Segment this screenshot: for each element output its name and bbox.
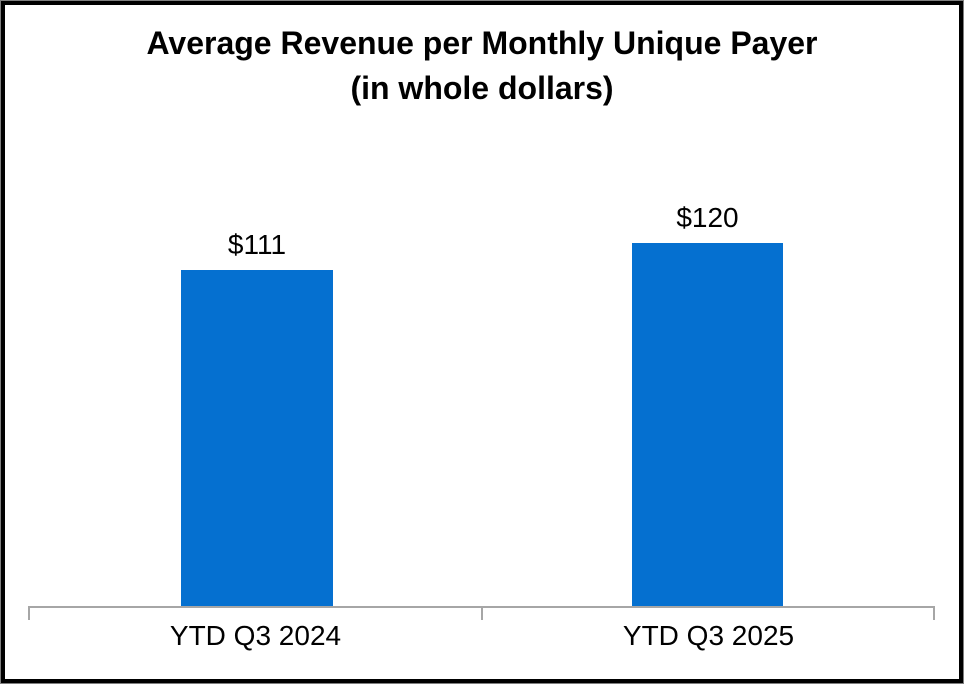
x-axis-label-ytd-q3-2025: YTD Q3 2025: [622, 620, 795, 651]
bar-group-ytd-q3-2025: $120: [632, 202, 783, 606]
chart-title: Average Revenue per Monthly Unique Payer…: [5, 21, 959, 111]
bar-ytd-q3-2024: [181, 270, 333, 606]
data-label-ytd-q3-2025: $120: [676, 202, 739, 233]
x-axis-tick-left: [28, 606, 30, 620]
x-axis-tick-middle: [481, 606, 483, 620]
bar-group-ytd-q3-2024: $111: [181, 229, 333, 606]
bar-ytd-q3-2025: [632, 243, 783, 606]
x-axis-label-ytd-q3-2024: YTD Q3 2024: [169, 620, 342, 651]
data-label-ytd-q3-2024: $111: [227, 229, 287, 260]
chart-title-line2: (in whole dollars): [350, 70, 614, 106]
x-axis-tick-right: [933, 606, 935, 620]
chart-title-line1: Average Revenue per Monthly Unique Payer: [146, 25, 818, 61]
